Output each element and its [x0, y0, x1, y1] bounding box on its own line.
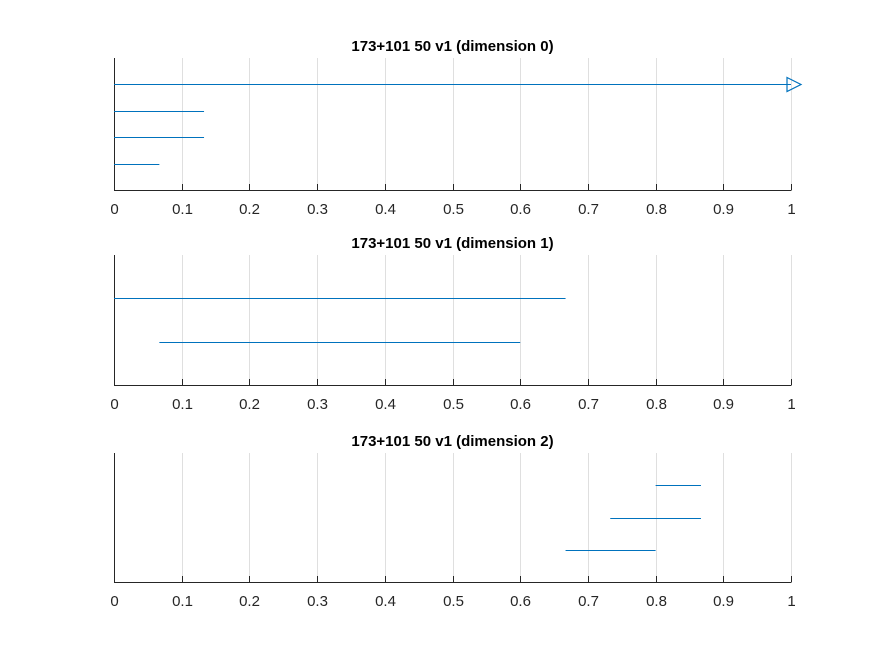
x-tick-label: 0.6	[510, 593, 531, 610]
x-tick-label: 0.8	[646, 396, 667, 413]
x-tick-label: 0.2	[239, 396, 260, 413]
x-tick-label: 0.7	[578, 201, 599, 218]
x-tick-label: 0.7	[578, 396, 599, 413]
x-tick-label: 0.3	[307, 593, 328, 610]
panel-title: 173+101 50 v1 (dimension 1)	[351, 235, 553, 252]
x-tick-label: 0.5	[443, 396, 464, 413]
x-tick-label: 0.2	[239, 201, 260, 218]
x-tick-label: 0.2	[239, 593, 260, 610]
x-tick-label: 0.6	[510, 396, 531, 413]
x-tick-label: 0.3	[307, 201, 328, 218]
x-tick-label: 1	[787, 201, 795, 218]
x-tick-label: 0.8	[646, 201, 667, 218]
x-tick-label: 1	[787, 396, 795, 413]
x-tick-label: 0.8	[646, 593, 667, 610]
x-tick-label: 0.4	[375, 593, 396, 610]
x-tick-label: 0	[110, 396, 118, 413]
x-tick-label: 0.1	[172, 201, 193, 218]
x-tick-label: 0	[110, 593, 118, 610]
x-tick-label: 0.7	[578, 593, 599, 610]
x-tick-label: 1	[787, 593, 795, 610]
x-tick-label: 0.3	[307, 396, 328, 413]
x-tick-label: 0.4	[375, 201, 396, 218]
infinite-arrow-icon	[786, 76, 803, 93]
panel-2: 173+101 50 v1 (dimension 2) 0 0.1 0.2 0.3 0.4…	[110, 433, 795, 610]
x-tick-label: 0.5	[443, 201, 464, 218]
x-tick-label: 0.6	[510, 201, 531, 218]
panel-title: 173+101 50 v1 (dimension 0)	[351, 38, 553, 55]
x-tick-label: 0.5	[443, 593, 464, 610]
panel-0: 173+101 50 v1 (dimension 0) 0 0.1 0.2 0.3 0.4…	[110, 38, 803, 218]
x-tick-label: 0.9	[713, 396, 734, 413]
x-tick-label: 0	[110, 201, 118, 218]
x-tick-label: 0.9	[713, 593, 734, 610]
x-tick-label: 0.1	[172, 593, 193, 610]
x-tick-label: 0.9	[713, 201, 734, 218]
x-tick-label: 0.1	[172, 396, 193, 413]
panel-title: 173+101 50 v1 (dimension 2)	[351, 433, 553, 450]
x-tick-label: 0.4	[375, 396, 396, 413]
panel-1: 173+101 50 v1 (dimension 1) 0 0.1 0.2 0.3 0.4…	[110, 235, 795, 413]
